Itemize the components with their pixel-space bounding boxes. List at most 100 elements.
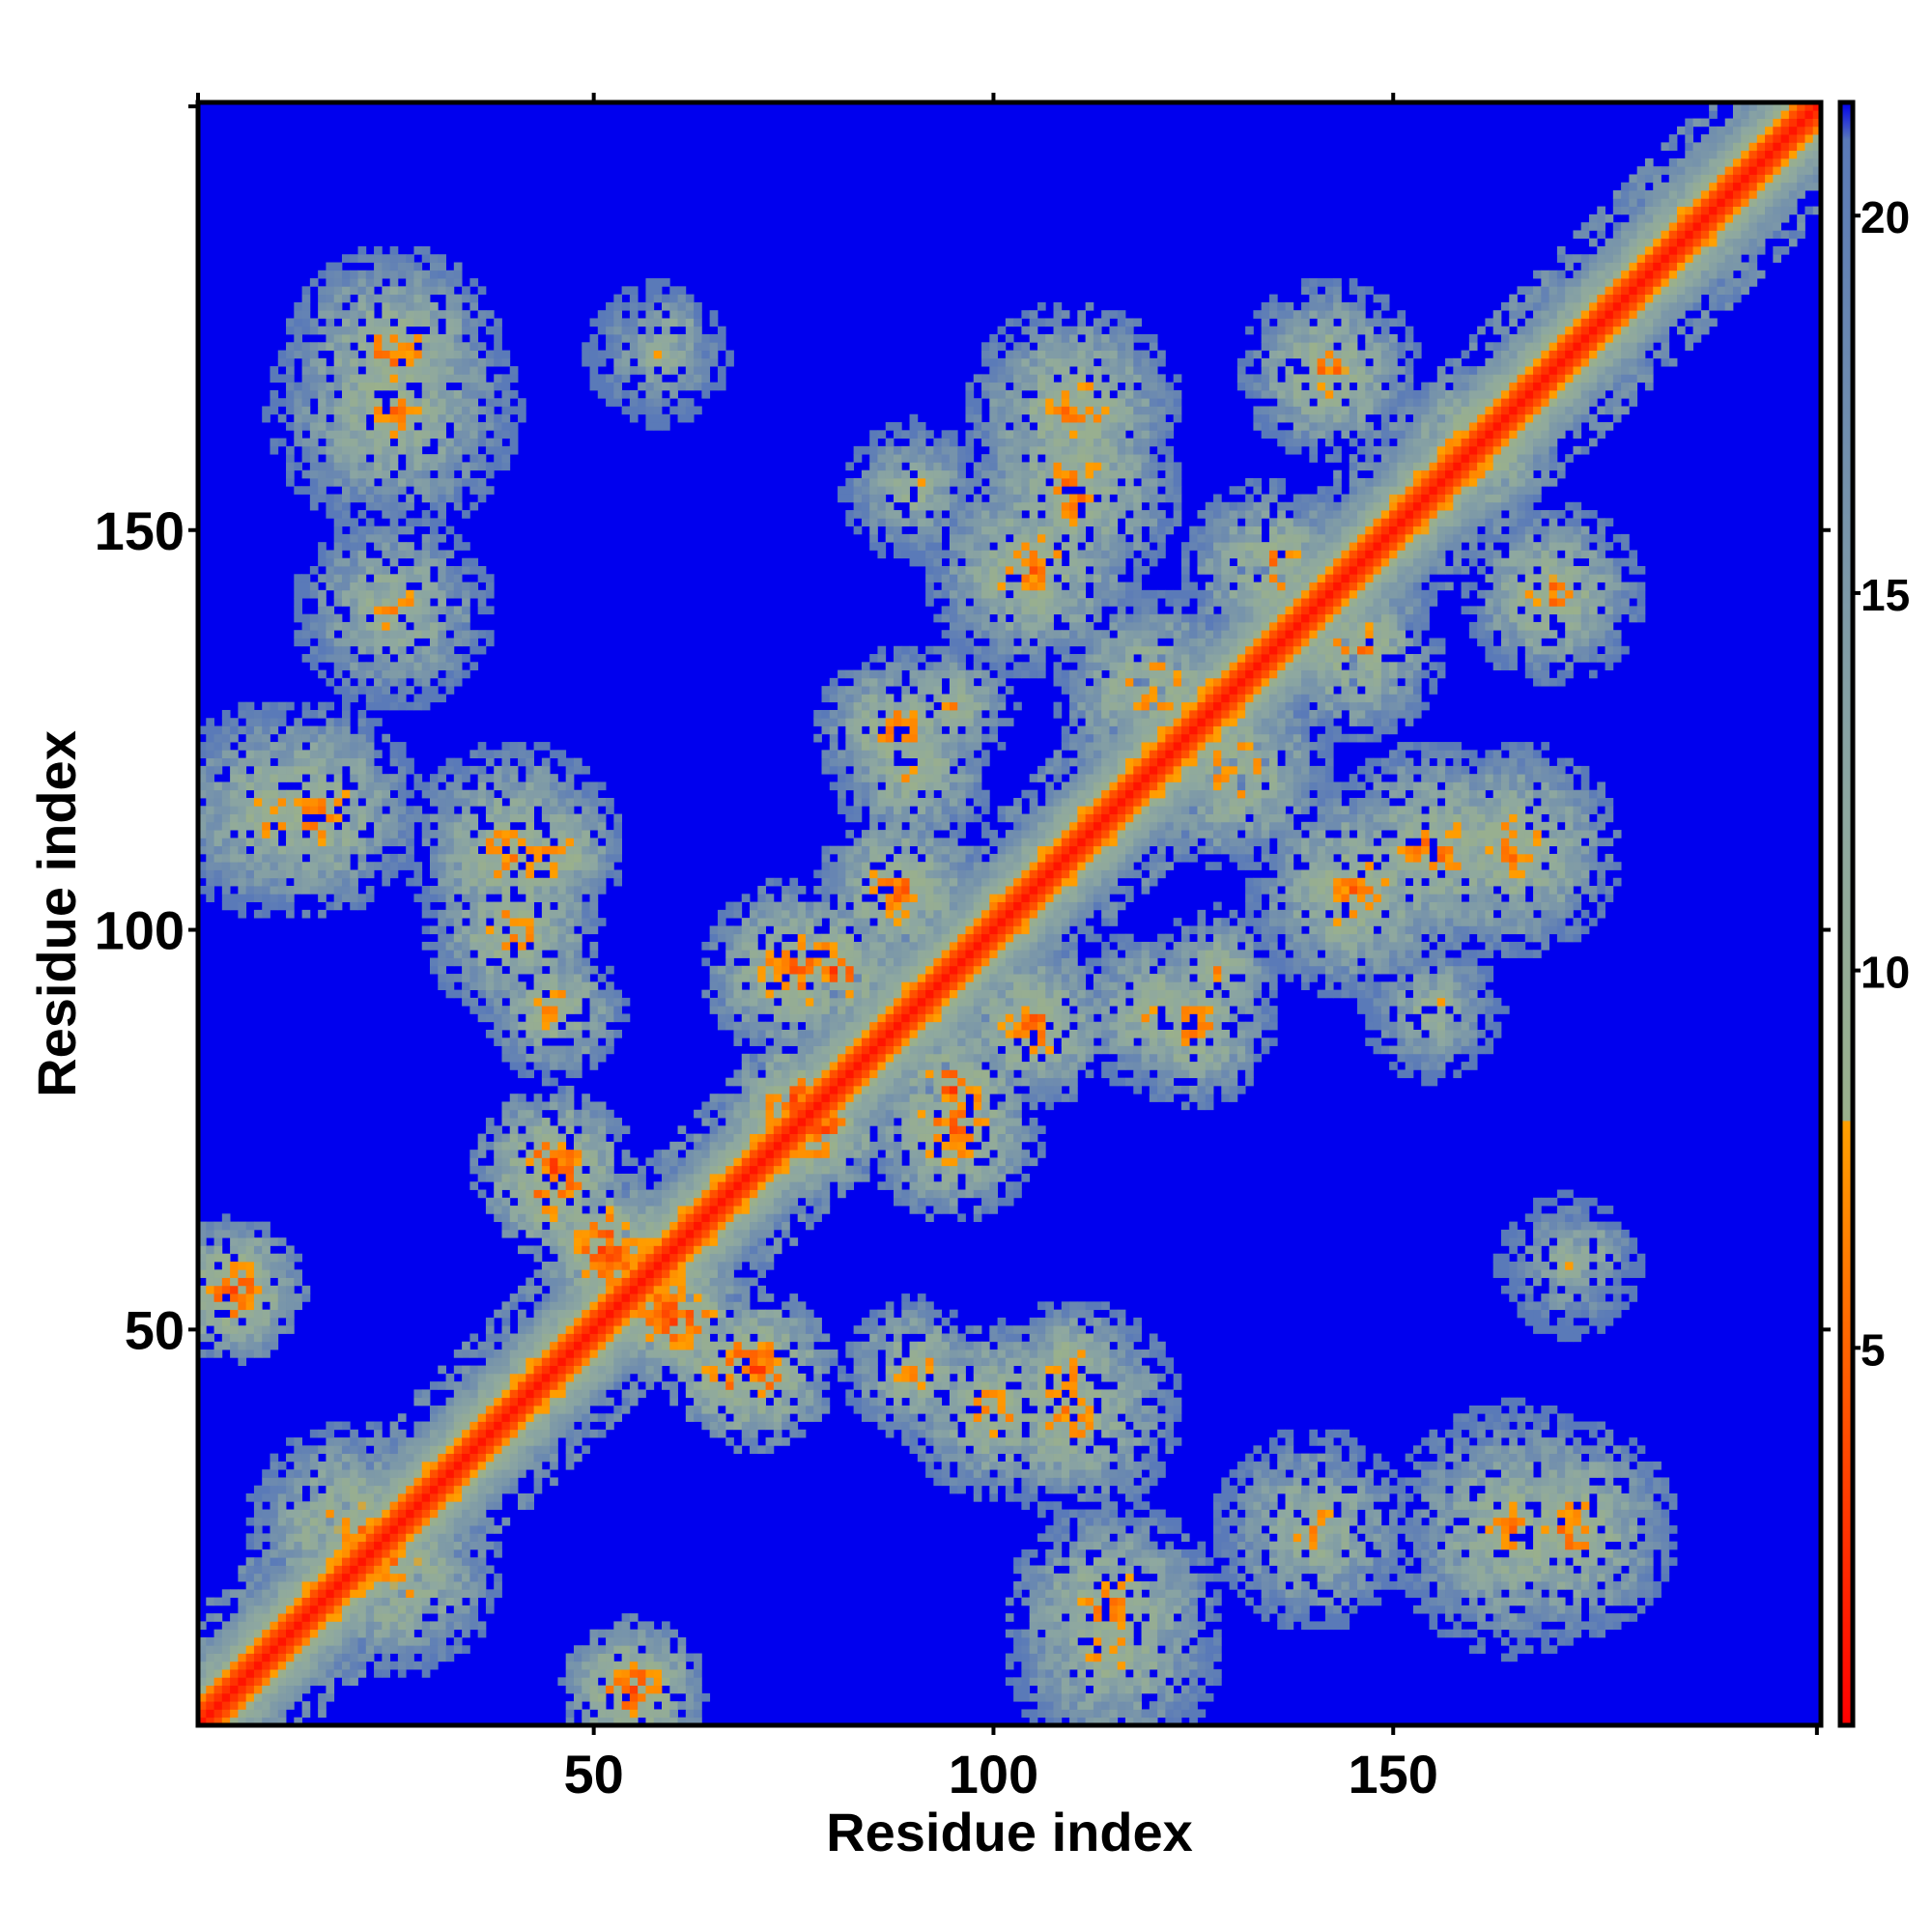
heatmap-cell: [669, 1365, 678, 1375]
heatmap-cell: [469, 1605, 479, 1614]
heatmap-cell: [413, 877, 423, 887]
heatmap-cell: [397, 838, 407, 847]
heatmap-cell: [350, 630, 358, 639]
heatmap-cell: [333, 462, 343, 471]
heatmap-cell: [597, 845, 607, 855]
heatmap-cell: [374, 533, 383, 543]
heatmap-cell: [294, 725, 302, 735]
heatmap-cell: [685, 350, 695, 359]
heatmap-cell: [397, 1445, 407, 1455]
heatmap-cell: [357, 382, 367, 391]
heatmap-cell: [501, 1213, 511, 1223]
heatmap-cell: [645, 1350, 655, 1358]
heatmap-cell: [494, 1501, 502, 1510]
heatmap-cell: [565, 1405, 575, 1414]
heatmap-cell: [230, 1229, 239, 1238]
heatmap-cell: [621, 1197, 631, 1207]
heatmap-cell: [270, 1677, 279, 1687]
heatmap-cell: [518, 1317, 526, 1326]
heatmap-cell: [309, 1621, 319, 1631]
heatmap-cell: [638, 1277, 646, 1287]
heatmap-cell: [445, 1421, 455, 1431]
heatmap-cell: [541, 1006, 551, 1014]
heatmap-cell: [397, 813, 407, 823]
heatmap-cell: [270, 1717, 279, 1726]
heatmap-cell: [318, 613, 327, 623]
heatmap-cell: [341, 862, 351, 870]
heatmap-cell: [445, 830, 455, 838]
heatmap-cell: [565, 806, 575, 814]
heatmap-cell: [430, 1461, 439, 1470]
heatmap-cell: [341, 630, 351, 639]
heatmap-cell: [213, 798, 223, 807]
heatmap-cell: [397, 821, 407, 831]
heatmap-cell: [621, 1685, 631, 1694]
heatmap-cell: [629, 1357, 639, 1366]
heatmap-cell: [469, 813, 479, 823]
heatmap-cell: [270, 1477, 279, 1487]
heatmap-cell: [341, 374, 351, 384]
heatmap-cell: [438, 606, 446, 615]
heatmap-cell: [413, 1389, 423, 1399]
heatmap-cell: [318, 742, 327, 751]
heatmap-cell: [277, 894, 287, 902]
heatmap-cell: [541, 877, 551, 887]
heatmap-cell: [333, 334, 343, 343]
heatmap-cell: [245, 1269, 255, 1278]
heatmap-cell: [213, 765, 223, 775]
heatmap-cell: [253, 1350, 263, 1358]
heatmap-cell: [669, 1293, 678, 1302]
heatmap-cell: [309, 1533, 319, 1543]
heatmap-cell: [653, 1677, 663, 1687]
heatmap-cell: [277, 1573, 287, 1582]
heatmap-cell: [606, 1125, 614, 1134]
heatmap-cell: [406, 454, 414, 463]
heatmap-cell: [645, 1229, 655, 1238]
heatmap-cell: [238, 813, 247, 823]
heatmap-cell: [318, 389, 327, 399]
heatmap-cell: [469, 877, 479, 887]
heatmap-cell: [653, 1317, 663, 1326]
heatmap-cell: [445, 1548, 455, 1558]
heatmap-cell: [333, 1621, 343, 1631]
heatmap-cell: [413, 518, 423, 527]
heatmap-cell: [374, 821, 383, 831]
heatmap-cell: [453, 1621, 463, 1631]
heatmap-cell: [318, 1517, 327, 1526]
heatmap-cell: [589, 1262, 599, 1270]
heatmap-cell: [485, 382, 495, 391]
heatmap-cell: [294, 733, 302, 743]
heatmap-cell: [445, 606, 455, 615]
heatmap-cell: [389, 366, 399, 375]
heatmap-cell: [526, 1213, 534, 1223]
heatmap-cell: [453, 366, 463, 375]
heatmap-cell: [357, 1517, 367, 1526]
heatmap-cell: [565, 1661, 575, 1670]
heatmap-cell: [238, 1629, 247, 1638]
heatmap-cell: [669, 1629, 678, 1638]
heatmap-cell: [509, 789, 519, 799]
heatmap-cell: [406, 542, 414, 551]
heatmap-cell: [230, 798, 239, 807]
heatmap-cell: [238, 1301, 247, 1311]
heatmap-cell: [341, 1469, 351, 1478]
heatmap-cell: [469, 1421, 479, 1431]
heatmap-cell: [262, 1669, 270, 1678]
heatmap-cell: [469, 821, 479, 831]
heatmap-cell: [589, 853, 599, 863]
heatmap-cell: [677, 1141, 687, 1151]
heatmap-cell: [621, 1397, 631, 1406]
heatmap-cell: [365, 438, 375, 447]
heatmap-cell: [294, 1461, 302, 1470]
heatmap-cell: [270, 798, 279, 807]
heatmap-cell: [421, 294, 431, 303]
heatmap-cell: [230, 1701, 239, 1710]
heatmap-cell: [357, 469, 367, 479]
heatmap-cell: [565, 838, 575, 847]
heatmap-cell: [277, 1709, 287, 1719]
heatmap-cell: [421, 486, 431, 495]
heatmap-cell: [333, 1445, 343, 1455]
heatmap-cell: [374, 1636, 383, 1646]
heatmap-cell: [469, 589, 479, 599]
heatmap-cell: [469, 1181, 479, 1190]
